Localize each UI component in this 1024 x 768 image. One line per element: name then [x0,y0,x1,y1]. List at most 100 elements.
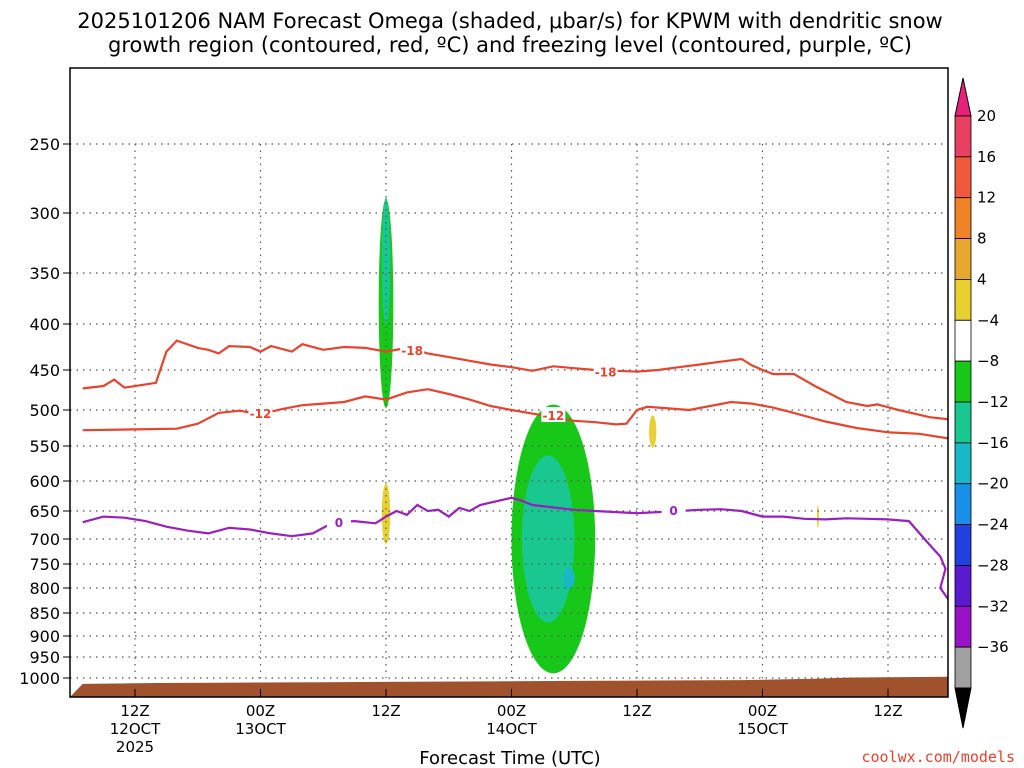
colorbar-tick-label: −4 [977,311,999,329]
contour-label-minus12-bg [248,404,273,420]
omega-region [563,567,575,590]
x-tick-label: 13OCT [235,720,286,738]
colorbar-tick-label: −32 [977,597,1009,615]
colorbar-swatch [954,401,972,444]
colorbar-swatch [954,483,972,525]
x-tick-label: 12OCT [110,720,161,738]
omega-region [186,637,220,661]
x-tick-label: 00Z [497,702,526,720]
colorbar-swatch [954,238,972,280]
contour-label-zero-bg [661,501,686,517]
contour-label-minus18-bg [593,363,618,379]
omega-region [459,550,470,568]
colorbar-swatch [954,605,972,648]
credit-text: coolwx.com/models [861,748,1015,766]
colorbar-swatch [954,442,972,485]
contour-label-minus18: -18 [401,344,423,358]
contour-label-zero: 0 [669,504,677,518]
colorbar-tick-label: 12 [977,189,996,207]
y-tick-label: 750 [29,555,60,574]
omega-region [304,644,353,657]
y-tick-label: 300 [29,204,60,223]
omega-region [649,415,657,448]
colorbar-swatch [954,156,972,199]
colorbar-tick-label: −28 [977,556,1009,574]
contour-label-minus12: -12 [542,409,564,423]
x-tick-label: 12Z [371,702,400,720]
colorbar-swatch [954,360,972,403]
contour-label-zero-bg [326,514,351,530]
y-tick-label: 650 [29,502,60,521]
x-axis-label: Forecast Time (UTC) [419,748,600,768]
contour-label-zero: 0 [335,516,343,530]
colorbar-swatch [954,565,972,607]
y-tick-label: 600 [29,472,60,491]
x-tick-label: 15OCT [737,720,788,738]
y-tick-label: 450 [29,361,60,380]
freezing-level-line [82,496,948,601]
omega-region [265,449,273,478]
y-tick-label: 800 [29,579,60,598]
terrain-layer [70,676,948,697]
y-tick-label: 1000 [19,669,60,688]
y-tick-label: 250 [29,135,60,154]
x-tick-label: 12Z [873,702,902,720]
omega-region [427,340,435,432]
terrain [70,676,948,697]
contour-label-minus18: -18 [595,366,617,380]
colorbar-tick-label: 8 [977,230,987,248]
contour-label-minus18-bg [400,341,425,357]
isotherm-line [82,339,948,421]
y-tick-label: 700 [29,530,60,549]
omega-region [381,483,391,544]
colorbar-swatch [954,197,972,239]
colorbar-tick-label: −20 [977,475,1009,493]
omega-shading [118,197,819,674]
plot-frame [69,67,949,698]
x-tick-label: 14OCT [486,720,537,738]
omega-region [118,244,127,363]
colorbar-tick-label: 4 [977,270,987,288]
chart-title-line2: growth region (contoured, red, ºC) and f… [108,33,912,57]
x-tick-label: 00Z [748,702,777,720]
y-tick-label: 550 [29,437,60,456]
y-tick-label: 400 [29,315,60,334]
colorbar-swatch [954,524,972,566]
colorbar-swatch [954,279,972,321]
grid [70,143,948,679]
y-axis: 250 300 350 400 450 500 550 600 650 700 750 800 850 9… [19,135,70,688]
colorbar-swatch [954,646,972,689]
colorbar-swatch [954,319,972,362]
plot-area: -18 -18 -12 -12 0 0 [69,67,949,698]
omega-region [521,455,575,623]
x-tick-label: 12Z [120,702,149,720]
colorbar-tick-label: −12 [977,393,1009,411]
x-tick-label: 12Z [622,702,651,720]
colorbar-bottom-arrow [954,687,972,729]
isotherm-line [82,388,948,440]
y-tick-label: 900 [29,627,60,646]
colorbar-swatch [954,115,972,158]
colorbar-tick-label: −36 [977,638,1009,656]
contour-label-minus12-bg [541,407,566,423]
y-tick-label: 500 [29,401,60,420]
y-tick-label: 850 [29,604,60,623]
colorbar-legend: 20 16 12 8 4 −4 −8 −12 −16 −20 −24 −28 −32 −36 [954,77,1009,729]
colorbar-tick-label: 16 [977,148,996,166]
colorbar-tick-label: −24 [977,516,1009,534]
chart-title-line1: 2025101206 NAM Forecast Omega (shaded, μ… [77,9,942,33]
omega-region [709,630,722,637]
colorbar-tick-label: −8 [977,352,999,370]
y-tick-label: 350 [29,264,60,283]
colorbar-tick-label: 20 [977,107,996,125]
omega-region [816,505,819,528]
y-tick-label: 950 [29,648,60,667]
x-tick-label: 2025 [116,738,154,756]
x-tick-label: 00Z [246,702,275,720]
contour-label-minus12: -12 [250,407,272,421]
colorbar-top-arrow [954,77,972,117]
colorbar-tick-label: −16 [977,434,1009,452]
omega-region [314,519,322,537]
